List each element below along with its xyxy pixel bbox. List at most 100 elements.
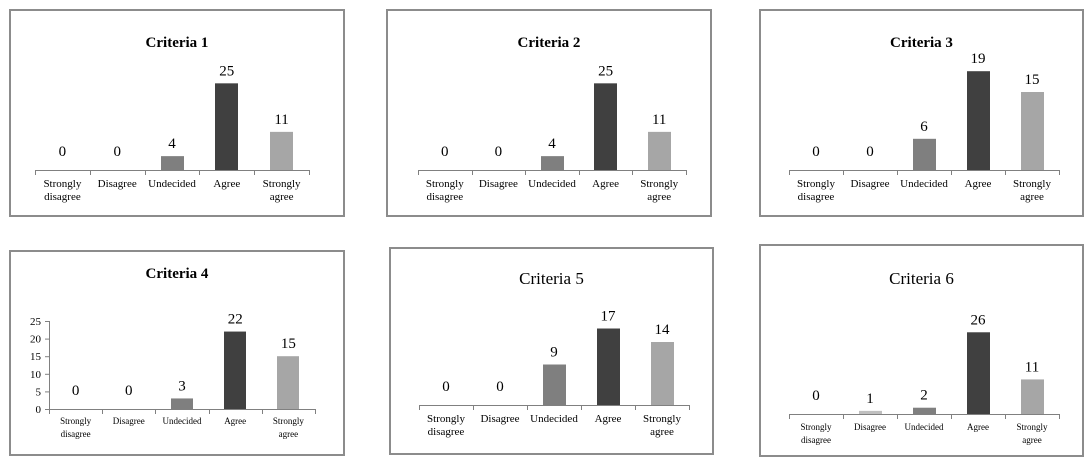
x-category-label: Undecided (530, 413, 578, 425)
chart-svg: Criteria 10Stronglydisagree0Disagree4Und… (35, 35, 310, 203)
bar-value-label: 0 (441, 144, 449, 160)
x-category-label: disagree (798, 191, 835, 203)
x-category-label: Strongly (1013, 178, 1051, 190)
chart-title: Criteria 6 (889, 269, 954, 288)
chart-title: Criteria 3 (890, 35, 953, 51)
bar (277, 356, 299, 409)
bar-value-label: 25 (598, 63, 613, 79)
bar (224, 331, 246, 409)
bar-value-label: 0 (812, 388, 820, 404)
x-category-label: agree (279, 429, 298, 439)
x-category-label: agree (650, 426, 674, 438)
x-category-label: agree (1022, 435, 1041, 445)
chart-panel-criteria-5: Criteria 5 0 Strongly disagree 0 Disagree 9 Und… (389, 247, 714, 455)
bar (1021, 379, 1044, 414)
bar-value-label: 3 (178, 378, 186, 394)
bar-value-label: 0 (866, 144, 874, 160)
bar-value-label: 19 (971, 51, 986, 67)
y-tick-label: 0 (36, 404, 42, 416)
chart-title: Criteria 4 (146, 266, 209, 282)
bar-value-label: 11 (652, 112, 666, 128)
chart-panel-criteria-4: Criteria 4 0 5 10 15 20 25 0 Strongly disagree 0 Di… (9, 250, 345, 456)
x-category-label: agree (1020, 191, 1044, 203)
x-category-label: disagree (801, 435, 831, 445)
x-category-label: disagree (426, 191, 463, 203)
bar-value-label: 2 (920, 388, 928, 404)
x-category-label: Strongly (643, 413, 681, 425)
x-category-label: Undecided (900, 178, 948, 190)
x-category-label: Agree (213, 178, 240, 190)
x-category-label: Agree (224, 416, 246, 426)
x-category-label: Undecided (163, 416, 202, 426)
x-category-label: Strongly (1016, 422, 1048, 432)
x-category-label: Agree (595, 413, 622, 425)
bar-value-label: 0 (59, 144, 67, 160)
bar-value-label: 22 (228, 312, 243, 328)
bar-value-label: 0 (72, 383, 80, 399)
x-category-label: disagree (428, 426, 465, 438)
bar (541, 156, 564, 170)
x-category-label: Strongly (43, 178, 81, 190)
chart-svg: Criteria 50Stronglydisagree0Disagree9Und… (419, 269, 690, 438)
bar-value-label: 11 (274, 112, 288, 128)
x-category-label: Undecided (905, 422, 944, 432)
chart-panel-criteria-2: Criteria 2 0 Strongly disagree 0 Disagree 4 Und… (386, 9, 712, 217)
chart-svg: Criteria 4 0 5 10 15 20 25 0 Strongly disagree 0 Di… (30, 266, 316, 439)
bar-value-label: 0 (812, 144, 820, 160)
bar-value-label: 17 (601, 309, 617, 325)
x-category-label: Agree (967, 422, 989, 432)
x-category-label: Strongly (640, 178, 678, 190)
y-tick-label: 25 (30, 316, 42, 328)
bar-value-label: 26 (971, 312, 987, 328)
bar (215, 83, 238, 170)
chart-svg: Criteria 6 0 Strongly disagree 1 Disagree 2 Und… (789, 269, 1060, 445)
bar-value-label: 6 (920, 119, 928, 135)
y-tick-label: 10 (30, 369, 42, 381)
bar (859, 410, 882, 414)
bar-value-label: 0 (495, 144, 503, 160)
x-category-label: Disagree (113, 416, 145, 426)
bar (967, 332, 990, 414)
chart-panel-criteria-6: Criteria 6 0 Strongly disagree 1 Disagree 2 Und… (759, 244, 1084, 457)
bar (597, 328, 620, 405)
x-category-label: Strongly (427, 413, 465, 425)
x-category-label: Disagree (850, 178, 889, 190)
x-category-label: Strongly (797, 178, 835, 190)
bar-value-label: 4 (168, 136, 176, 152)
x-category-label: agree (647, 191, 671, 203)
y-tick-label: 20 (30, 334, 42, 346)
chart-panel-criteria-1: Criteria 1 0 Strongly disagree 0 Disagree 4 Und… (9, 9, 345, 217)
x-category-label: Disagree (479, 178, 518, 190)
bar (648, 131, 671, 170)
bar-value-label: 9 (550, 345, 558, 361)
bar (171, 398, 193, 409)
bar-value-label: 0 (442, 379, 450, 395)
x-category-label: Agree (965, 178, 992, 190)
bar-value-label: 25 (219, 63, 234, 79)
bar (913, 138, 936, 170)
bar-value-label: 11 (1025, 359, 1039, 375)
x-category-label: disagree (61, 429, 91, 439)
bar (651, 342, 674, 405)
x-category-label: Disagree (480, 413, 519, 425)
bar-value-label: 0 (496, 379, 504, 395)
y-tick-label: 5 (36, 386, 42, 398)
chart-title: Criteria 5 (519, 269, 584, 288)
bar-value-label: 4 (548, 136, 556, 152)
chart-panel-criteria-3: Criteria 3 0 Strongly disagree 0 Disagree 6 Und… (759, 9, 1084, 217)
x-category-label: agree (270, 191, 294, 203)
bar (967, 71, 990, 170)
bar (161, 156, 184, 170)
chart-title: Criteria 1 (146, 35, 209, 51)
bar-value-label: 0 (113, 144, 121, 160)
bar-value-label: 1 (866, 391, 874, 407)
bar (270, 131, 293, 170)
x-category-label: Disagree (98, 178, 137, 190)
x-category-label: Undecided (528, 178, 576, 190)
chart-svg: Criteria 20Stronglydisagree0Disagree4Und… (418, 35, 687, 203)
x-category-label: Strongly (426, 178, 464, 190)
bar-value-label: 14 (655, 322, 671, 338)
x-category-label: Agree (592, 178, 619, 190)
bar (543, 364, 566, 405)
x-category-label: Strongly (60, 416, 92, 426)
